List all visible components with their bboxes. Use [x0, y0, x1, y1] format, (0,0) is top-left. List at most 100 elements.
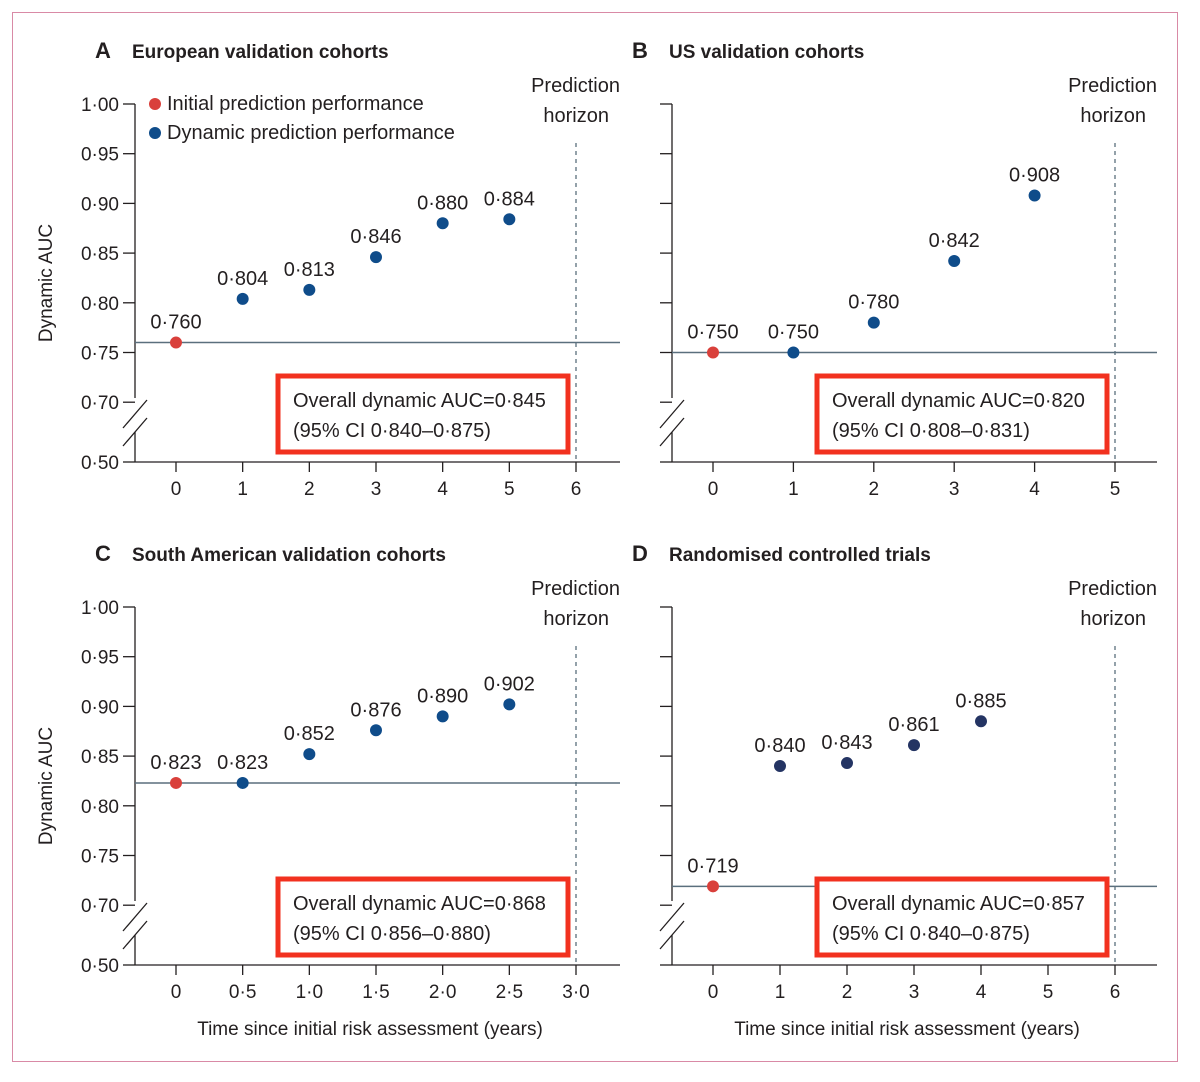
data-label: 0·902 — [484, 673, 535, 695]
data-label: 0·885 — [955, 690, 1006, 712]
data-point — [774, 760, 786, 773]
prediction-horizon-label: horizon — [1080, 608, 1146, 630]
summary-auc-text: Overall dynamic AUC=0·845 — [293, 390, 546, 412]
data-label: 0·780 — [848, 292, 899, 314]
data-point — [170, 776, 182, 789]
panel-title: South American validation cohorts — [132, 545, 446, 566]
data-label: 0·842 — [929, 230, 980, 252]
data-label: 0·876 — [350, 699, 401, 721]
summary-auc-text: Overall dynamic AUC=0·857 — [832, 893, 1085, 915]
data-label: 0·719 — [687, 855, 738, 877]
data-point — [170, 336, 182, 349]
x-tick-label: 5 — [1043, 982, 1054, 1003]
x-tick-label: 4 — [976, 982, 987, 1003]
x-tick-label: 3·0 — [562, 982, 589, 1003]
panel-letter: B — [632, 38, 648, 63]
panel-title: Randomised controlled trials — [669, 545, 931, 566]
y-tick-label: 0·50 — [81, 956, 119, 977]
y-tick-label: 0·90 — [81, 194, 119, 215]
data-point — [841, 757, 853, 770]
axis-break-mark — [659, 920, 685, 950]
x-tick-label: 0 — [171, 982, 182, 1003]
chart-panel-d: D Randomised controlled trials 0 1 2 3 4 5 6 Time… — [632, 541, 1157, 1040]
legend-dynamic-label: Dynamic prediction performance — [167, 122, 455, 144]
x-tick-label: 5 — [1110, 479, 1121, 500]
prediction-horizon-label: horizon — [543, 608, 609, 630]
x-tick-label: 3 — [949, 479, 960, 500]
axis-break-mark — [659, 399, 685, 429]
x-tick-label: 0·5 — [229, 982, 256, 1003]
data-label: 0·846 — [350, 226, 401, 248]
data-point — [436, 217, 449, 230]
x-tick-label: 6 — [571, 479, 582, 500]
x-tick-label: 4 — [437, 479, 448, 500]
y-tick-label: 0·85 — [81, 747, 119, 768]
prediction-horizon-label: Prediction — [1068, 578, 1157, 600]
data-point — [303, 283, 316, 296]
figure-frame — [12, 12, 1178, 1062]
axis-break-mark — [122, 902, 148, 932]
data-label: 0·880 — [417, 192, 468, 214]
x-tick-label: 1 — [788, 479, 799, 500]
data-label: 0·908 — [1009, 164, 1060, 186]
data-point — [908, 739, 920, 752]
data-point — [303, 748, 316, 761]
x-tick-label: 2 — [869, 479, 880, 500]
data-point — [707, 346, 719, 359]
legend-dynamic-marker — [149, 127, 161, 139]
summary-ci-text: (95% CI 0·840–0·875) — [832, 923, 1030, 945]
y-tick-label: 0·85 — [81, 244, 119, 265]
summary-auc-text: Overall dynamic AUC=0·868 — [293, 893, 546, 915]
x-tick-label: 0 — [171, 479, 182, 500]
data-point — [236, 292, 249, 305]
x-tick-label: 4 — [1029, 479, 1040, 500]
data-point — [948, 255, 961, 268]
data-label: 0·813 — [284, 259, 335, 281]
summary-highlight-box — [814, 373, 1110, 455]
prediction-horizon-label: Prediction — [531, 75, 620, 97]
data-label: 0·804 — [217, 268, 268, 290]
x-axis-title: Time since initial risk assessment (year… — [197, 1019, 543, 1040]
chart-panel-a: A European validation cohorts 1·00 0·95 0·90… — [36, 38, 620, 500]
x-tick-label: 0 — [708, 982, 719, 1003]
prediction-horizon-label: Prediction — [1068, 75, 1157, 97]
chart-panel-b: B US validation cohorts 0 1 2 3 4 5 Prediction ho… — [632, 38, 1157, 500]
y-tick-label: 0·50 — [81, 453, 119, 474]
axis-break-mark — [122, 417, 148, 447]
data-label: 0·890 — [417, 685, 468, 707]
chart-panel-c: C South American validation cohorts1·000·… — [36, 541, 620, 1040]
x-tick-label: 1·5 — [362, 982, 389, 1003]
data-label: 0·843 — [821, 732, 872, 754]
data-point — [236, 776, 249, 789]
x-tick-label: 2 — [304, 479, 315, 500]
legend-initial-marker — [149, 98, 161, 110]
data-point — [503, 698, 516, 711]
axis-break-mark — [122, 920, 148, 950]
panel-title: US validation cohorts — [669, 42, 864, 63]
y-tick-label: 0·95 — [81, 145, 119, 166]
data-label: 0·861 — [888, 714, 939, 736]
data-label: 0·840 — [754, 735, 805, 757]
axis-break-mark — [122, 399, 148, 429]
data-point — [975, 715, 987, 728]
x-tick-label: 6 — [1110, 982, 1121, 1003]
x-tick-label: 3 — [909, 982, 920, 1003]
data-label: 0·884 — [484, 188, 535, 210]
axis-break-mark — [659, 902, 685, 932]
data-label: 0·750 — [768, 322, 819, 344]
y-tick-label: 0·75 — [81, 344, 119, 365]
x-tick-label: 1·0 — [296, 982, 323, 1003]
y-tick-label: 0·70 — [81, 896, 119, 917]
axis-break-mark — [659, 417, 685, 447]
y-tick-label: 0·70 — [81, 393, 119, 414]
data-point — [370, 724, 382, 737]
data-label: 0·823 — [217, 752, 268, 774]
data-label: 0·823 — [150, 752, 201, 774]
data-point — [787, 346, 800, 359]
y-tick-label: 0·90 — [81, 697, 119, 718]
y-tick-label: 1·00 — [81, 95, 119, 116]
data-label: 0·852 — [284, 723, 335, 745]
x-axis-title: Time since initial risk assessment (year… — [734, 1019, 1080, 1040]
summary-ci-text: (95% CI 0·840–0·875) — [293, 420, 491, 442]
